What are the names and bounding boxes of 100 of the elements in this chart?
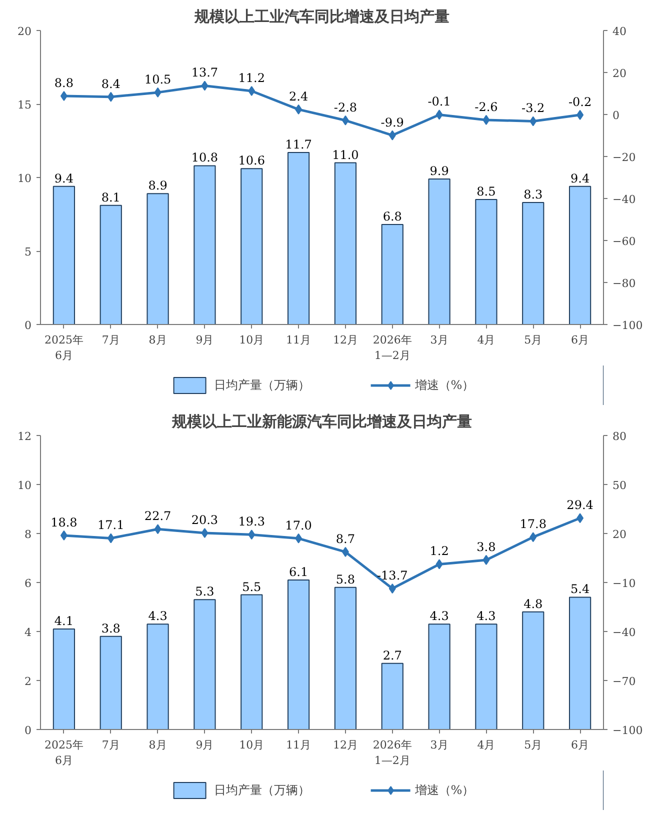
y2-tick-label: 0 <box>612 109 620 122</box>
bar <box>522 202 544 324</box>
x-tick-label: 10月 <box>239 738 264 752</box>
x-tick-label: 11月 <box>286 738 312 752</box>
data-label: -9.9 <box>380 115 404 130</box>
bar <box>381 662 404 730</box>
x-tick-label: 12月 <box>332 334 358 346</box>
data-label: 5.3 <box>195 584 214 599</box>
x-tick-label: 4月 <box>477 738 496 752</box>
y-tick-label: 10 <box>18 172 32 185</box>
point <box>295 104 302 114</box>
data-label: 8.4 <box>101 76 121 91</box>
y2-tick-label: −40 <box>612 193 636 206</box>
data-label: -0.1 <box>428 94 451 109</box>
data-label: -2.6 <box>474 100 498 114</box>
x-tick-label: 5月 <box>524 738 542 752</box>
y2-tick-label: −100 <box>612 724 643 737</box>
data-label: 17.0 <box>285 518 312 532</box>
data-label: 10.6 <box>238 154 265 168</box>
y-tick-label: 10 <box>18 479 32 492</box>
bar <box>52 628 76 730</box>
y-tick-label: 5 <box>24 246 32 258</box>
data-label: 19.3 <box>238 514 265 529</box>
y2-tick-label: −40 <box>612 626 636 639</box>
chart-title: 规模以上工业新能源汽车同比增速及日均产量 <box>171 412 472 430</box>
data-label: 10.5 <box>144 72 172 86</box>
x-tick-label: 9月 <box>196 334 214 346</box>
data-label: 5.5 <box>242 580 262 594</box>
y2-tick-label: −70 <box>612 675 636 688</box>
point <box>436 110 443 120</box>
data-label: 5.4 <box>570 582 590 596</box>
data-label: 11.0 <box>332 148 359 162</box>
data-label: 11.7 <box>285 138 312 152</box>
y2-tick-label: 40 <box>612 25 626 38</box>
data-label: 20.3 <box>191 513 218 528</box>
point <box>295 533 302 544</box>
x-tick-label: 3月 <box>430 334 448 346</box>
bar <box>146 193 169 324</box>
point <box>576 110 584 120</box>
data-label: 8.8 <box>54 76 74 90</box>
point <box>482 114 490 125</box>
data-label: 4.3 <box>476 609 496 624</box>
bar <box>240 594 263 730</box>
point <box>342 115 349 126</box>
y-tick-label: 20 <box>18 25 32 38</box>
point <box>60 530 68 540</box>
x-tick-label: 5月 <box>524 334 542 346</box>
y-tick-label: 12 <box>18 430 32 443</box>
point <box>248 530 256 540</box>
data-label: 4.8 <box>524 596 543 611</box>
data-label: 18.8 <box>50 515 78 530</box>
data-label: 4.3 <box>148 609 168 624</box>
x-tick-label: 7月 <box>102 334 120 346</box>
x-tick-label: 8月 <box>148 334 167 346</box>
y2-tick-label: 50 <box>612 479 626 492</box>
data-label: -3.2 <box>522 101 545 116</box>
y-tick-label: 15 <box>18 98 32 112</box>
data-label: -2.8 <box>334 100 358 114</box>
data-label: 8.3 <box>524 187 543 202</box>
x-tick-label: 3月 <box>430 738 448 752</box>
data-label: 4.3 <box>430 609 449 624</box>
x-tick-label: 8月 <box>148 738 167 752</box>
x-tick-label: 2025年 6月 <box>44 334 84 362</box>
data-label: 22.7 <box>144 509 172 524</box>
y2-tick-label: 80 <box>612 430 626 443</box>
data-label: 29.4 <box>566 498 594 512</box>
x-tick-label: 6月 <box>571 334 590 346</box>
y2-tick-label: 20 <box>612 528 626 541</box>
x-tick-label: 7月 <box>102 738 120 752</box>
point <box>342 546 349 557</box>
data-label: 11.2 <box>238 70 265 85</box>
bar <box>287 580 310 730</box>
y-tick-label: 4 <box>24 626 32 639</box>
point <box>201 528 208 538</box>
data-label: 10.8 <box>191 150 218 165</box>
bar <box>194 165 216 324</box>
point <box>436 559 443 570</box>
y-tick-label: 8 <box>24 528 32 541</box>
bar <box>428 624 450 730</box>
data-label: 1.2 <box>430 544 449 558</box>
bar <box>334 162 357 324</box>
data-label: 9.4 <box>54 171 74 186</box>
bar <box>475 199 498 324</box>
data-label: 9.9 <box>430 164 449 178</box>
point <box>482 554 490 565</box>
bar <box>100 204 122 324</box>
bar <box>287 152 310 324</box>
legend-label: 日均产量（万辆） <box>214 782 310 798</box>
data-label: 3.8 <box>101 621 120 636</box>
x-tick-label: 10月 <box>239 334 264 346</box>
data-label: 17.8 <box>520 517 546 532</box>
data-label: 2.7 <box>382 648 402 662</box>
y2-tick-label: −10 <box>612 577 636 590</box>
data-label: -13.7 <box>376 568 408 583</box>
bar <box>381 224 404 324</box>
x-tick-label: 9月 <box>196 738 214 752</box>
point <box>154 87 162 98</box>
y2-tick-label: 20 <box>612 67 626 80</box>
bar <box>428 178 450 324</box>
point <box>248 86 256 96</box>
